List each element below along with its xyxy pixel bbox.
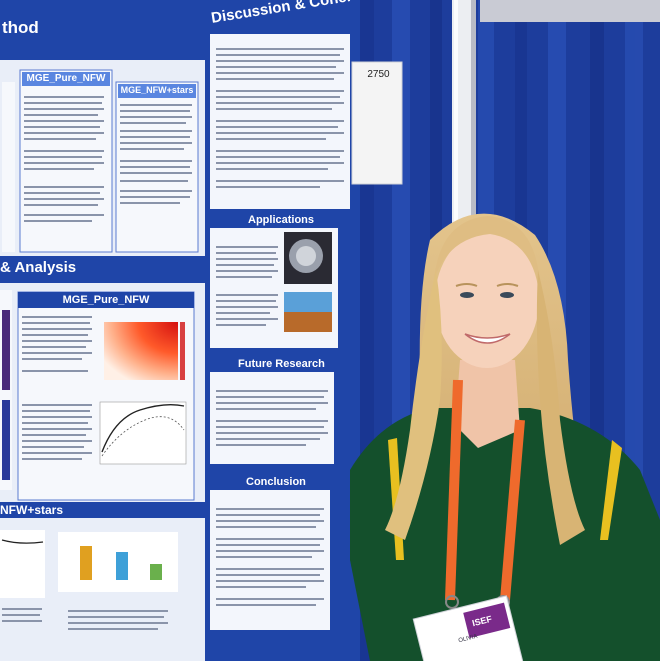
applications-heading: Applications — [248, 214, 315, 226]
conclusion-heading: Conclusion — [246, 476, 306, 488]
booth-sign — [351, 61, 403, 185]
curve-plot — [99, 401, 187, 465]
mge-pure-nfw-results-label: MGE_Pure_NFW — [62, 294, 150, 306]
heatmap-plot — [104, 322, 178, 380]
conclusion-panel — [210, 490, 330, 630]
future-research-panel — [210, 372, 334, 464]
lanyard — [445, 379, 463, 601]
method-heading: thod — [2, 18, 39, 37]
mge-pure-nfw-top-label: MGE_Pure_NFW — [26, 73, 106, 84]
mge-nfw-stars-top-label: MGE_NFW+stars — [120, 85, 194, 95]
shirt — [350, 408, 660, 661]
name-badge — [412, 595, 524, 661]
face — [435, 232, 539, 368]
neck — [455, 360, 520, 448]
ceiling-strip — [480, 0, 660, 22]
future-research-heading: Future Research — [238, 358, 325, 370]
booth-number: 2750 — [367, 69, 390, 80]
text-lines — [24, 96, 192, 222]
results-heading: & Analysis — [0, 259, 77, 276]
nfw-stars-heading: NFW+stars — [0, 503, 64, 517]
